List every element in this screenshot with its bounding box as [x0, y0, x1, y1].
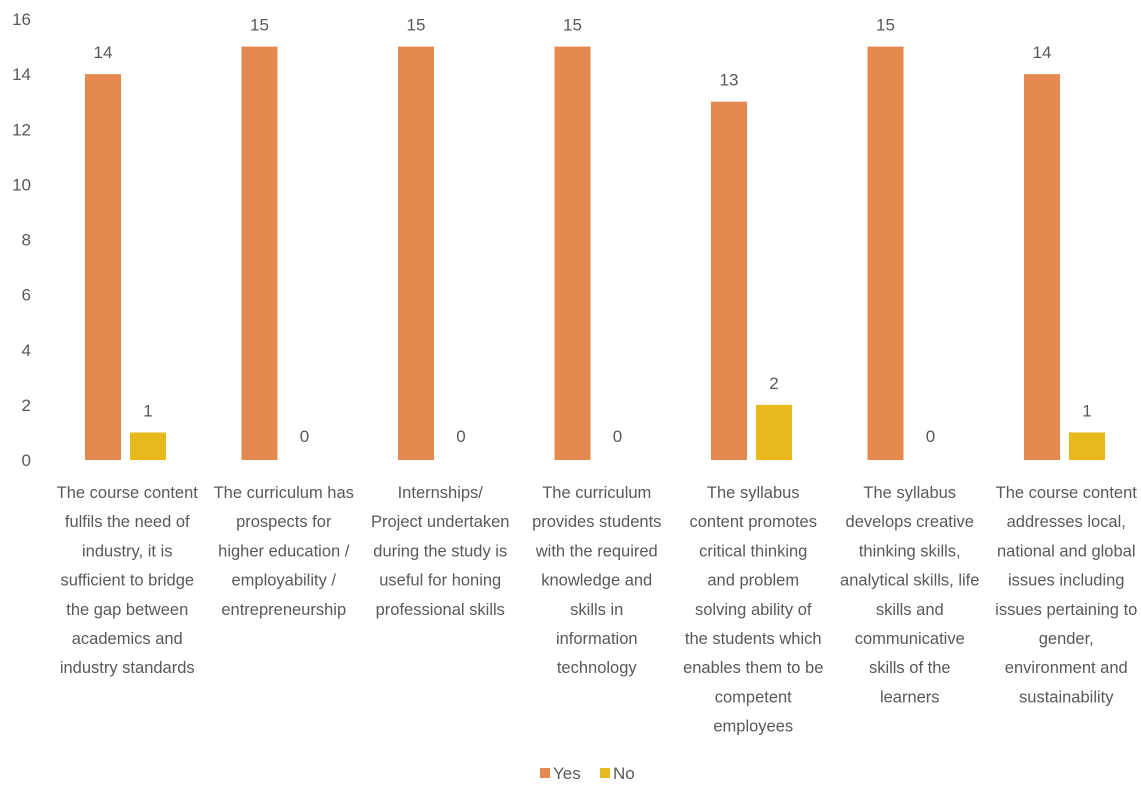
legend: Yes No: [540, 764, 635, 783]
bar-yes: [867, 46, 904, 460]
category-label: The syllabus develops creative thinking sk…: [840, 484, 979, 706]
legend-swatch-yes: [540, 768, 550, 778]
data-label-yes: 13: [720, 71, 739, 90]
bar-no: [1069, 432, 1105, 460]
bar-yes: [711, 101, 747, 460]
legend-label-no: No: [613, 764, 635, 783]
data-labels: 14 1 15 0 15 0 15 0 13 2 15 0 14 1: [94, 16, 1092, 446]
data-label-no: 1: [143, 401, 152, 420]
y-tick-label: 6: [22, 286, 31, 305]
bar-yes: [398, 46, 434, 460]
data-label-no: 1: [1082, 401, 1091, 420]
y-tick-label: 10: [12, 175, 31, 194]
bars: [85, 46, 1105, 460]
legend-label-yes: Yes: [553, 764, 581, 783]
data-label-yes: 15: [563, 16, 582, 35]
category-labels: The course content fulfils the need of ind…: [57, 484, 1138, 736]
data-label-no: 2: [769, 374, 778, 393]
bar-yes: [554, 46, 591, 460]
data-label-yes: 14: [94, 43, 113, 62]
category-label: The curriculum provides students with the …: [532, 484, 661, 677]
bar-no: [130, 432, 166, 460]
category-label: Internships/Project undertaken during the…: [371, 484, 510, 619]
bar-yes: [241, 46, 278, 460]
data-label-no: 0: [613, 427, 622, 446]
y-axis-ticks: 0 2 4 6 8 10 12 14 16: [12, 10, 31, 470]
y-tick-label: 14: [12, 65, 31, 84]
data-label-yes: 15: [876, 16, 895, 35]
bar-yes: [85, 74, 121, 460]
y-tick-label: 4: [22, 341, 31, 360]
bar-yes: [1024, 74, 1060, 460]
y-tick-label: 2: [22, 396, 31, 415]
bar-no: [756, 404, 792, 460]
data-label-no: 0: [926, 427, 935, 446]
y-tick-label: 12: [12, 120, 31, 139]
y-tick-label: 16: [12, 10, 31, 29]
data-label-yes: 14: [1033, 43, 1052, 62]
data-label-yes: 15: [407, 16, 426, 35]
category-label: The course content fulfils the need of ind…: [57, 484, 199, 677]
category-label: The syllabus content promotes critical thi…: [683, 484, 823, 736]
y-tick-label: 8: [22, 231, 31, 250]
category-label: The course content addresses local, nation…: [995, 484, 1137, 706]
data-label-no: 0: [456, 427, 465, 446]
y-tick-label: 0: [22, 451, 31, 470]
data-label-yes: 15: [250, 16, 269, 35]
data-label-no: 0: [300, 427, 309, 446]
legend-swatch-no: [600, 768, 610, 778]
category-label: The curriculum has prospects for higher ed…: [214, 484, 354, 619]
